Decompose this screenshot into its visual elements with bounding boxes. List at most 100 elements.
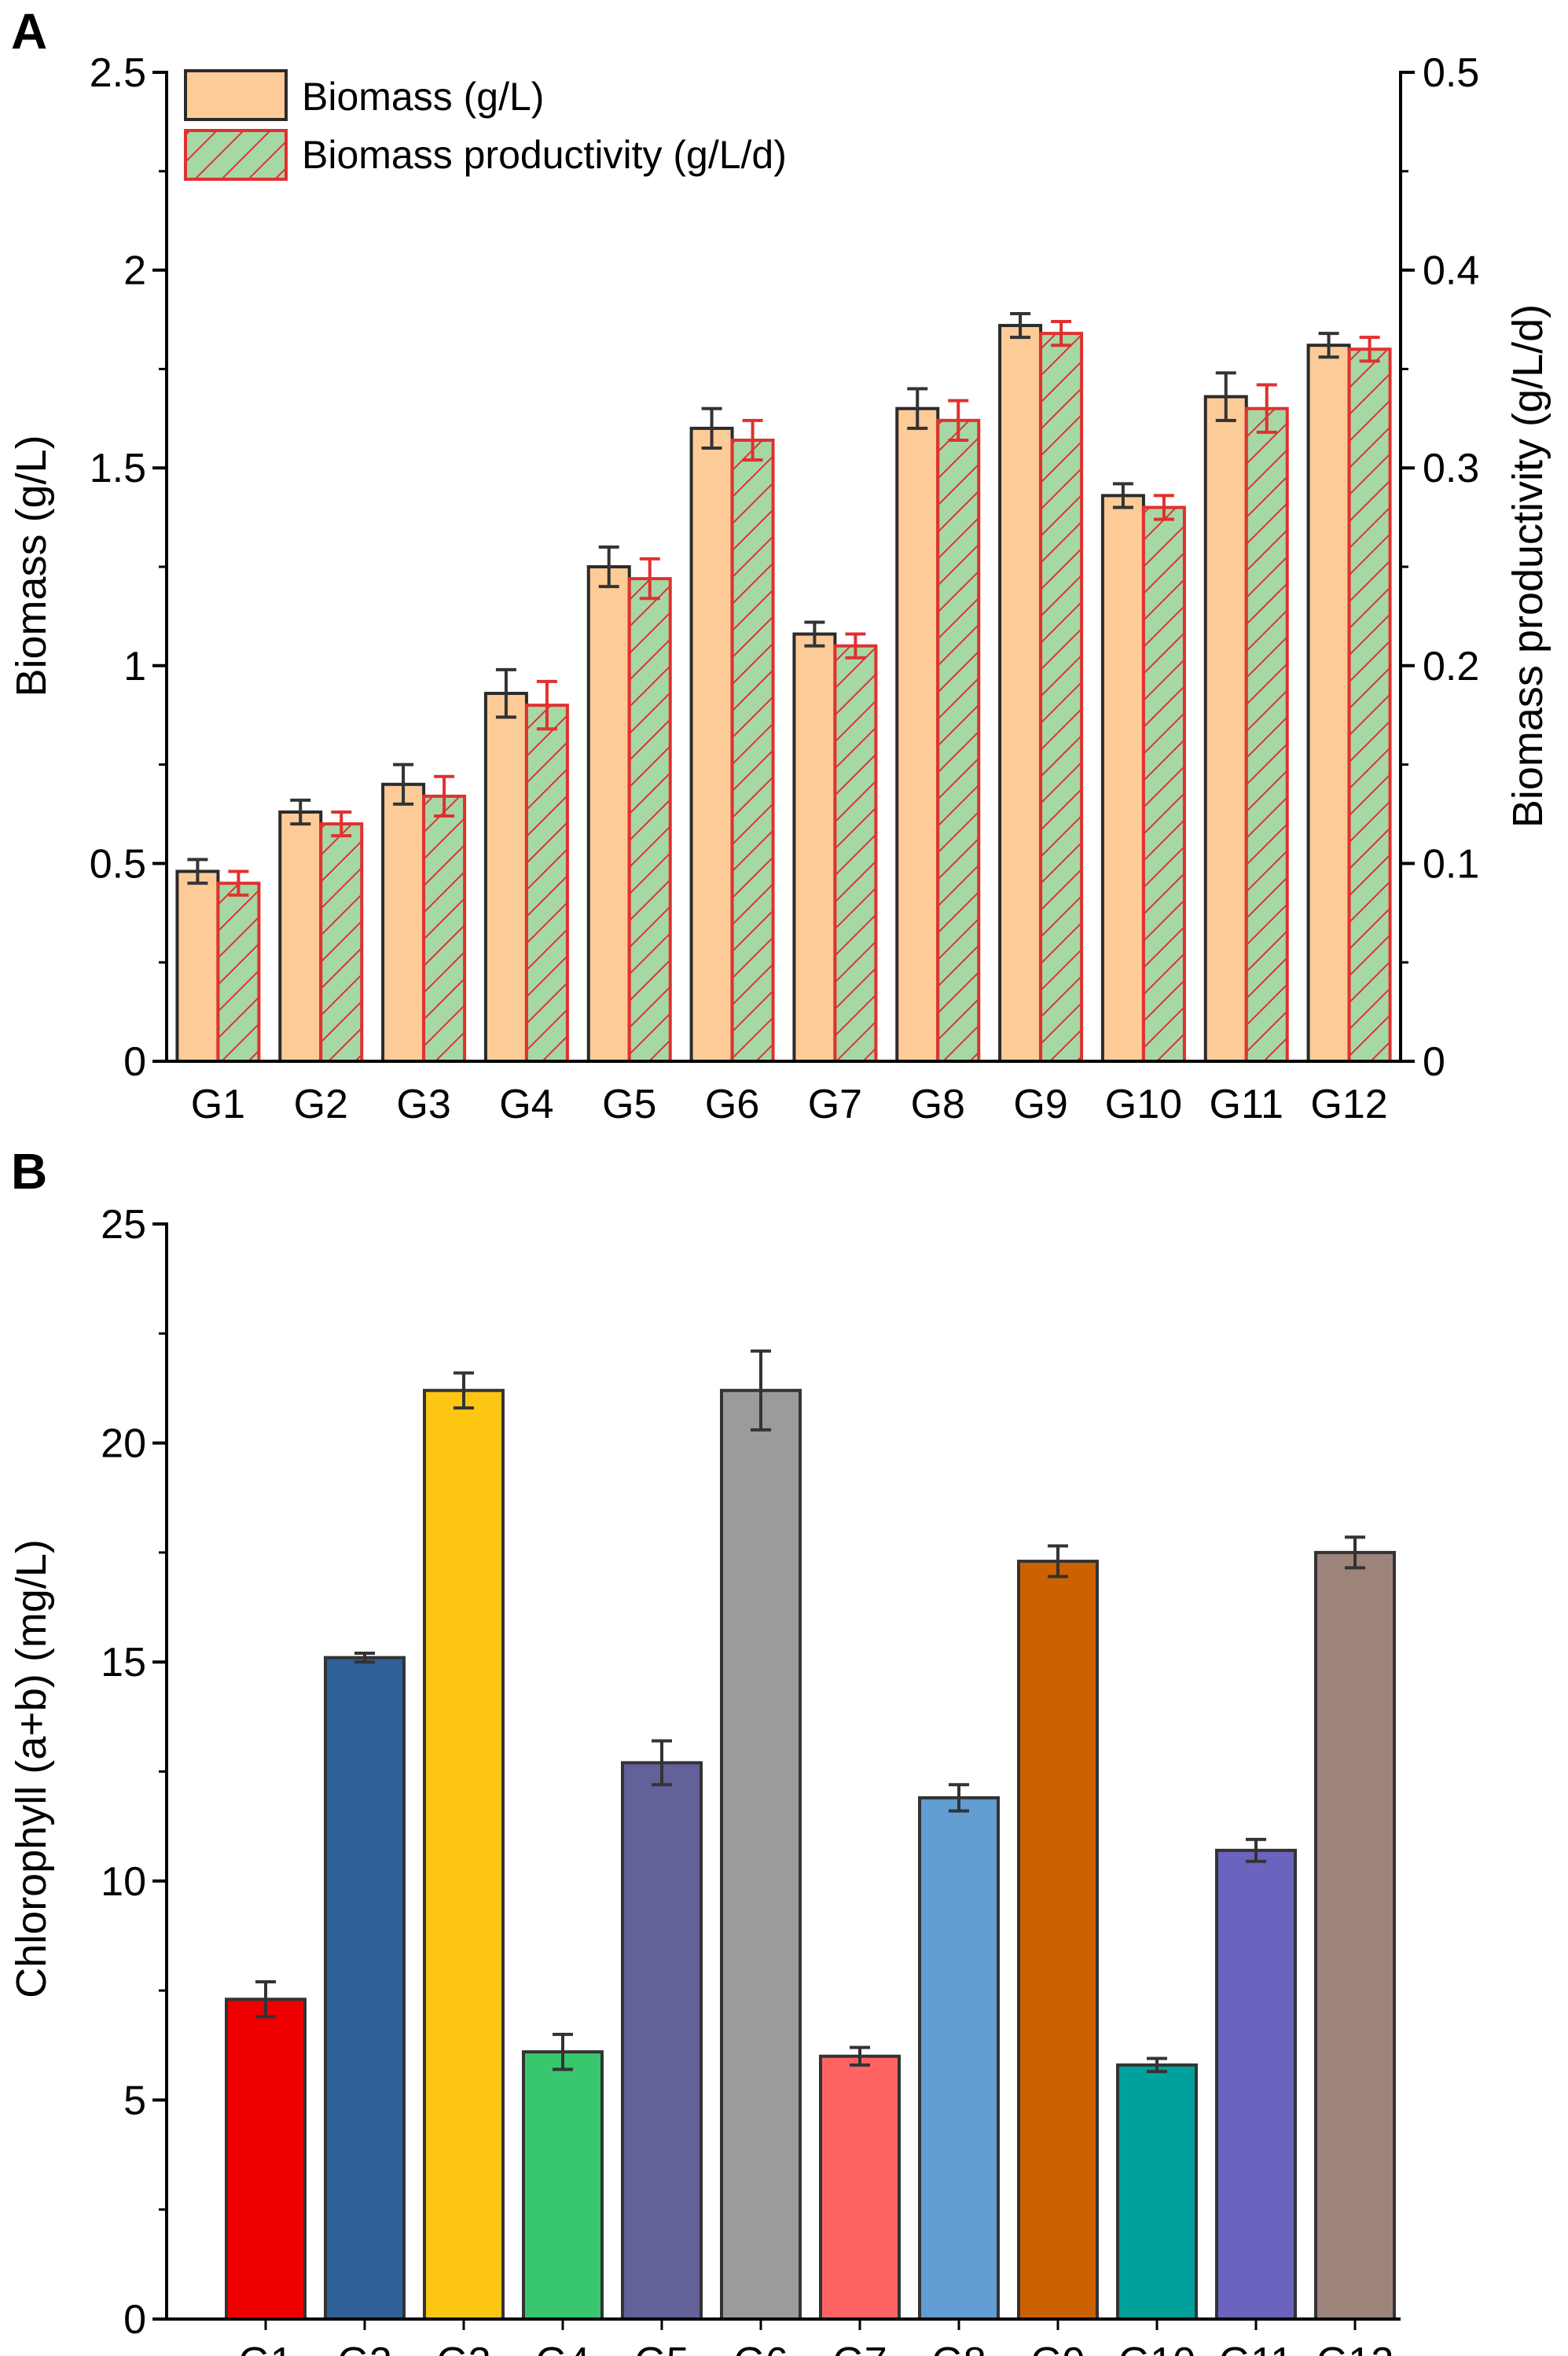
panel-b-x-tick-label: G12 <box>1316 2339 1394 2356</box>
panel-b-y-tick-label: 20 <box>101 1421 146 1467</box>
chlorophyll-error-g9 <box>1048 1544 1068 1579</box>
legend-swatch-biomass <box>184 69 288 121</box>
chlorophyll-bar-g10 <box>1116 2063 1198 2321</box>
chlorophyll-error-g8 <box>949 1783 969 1813</box>
biomass-error-g9 <box>1010 311 1031 340</box>
panel-a-y-tick-label: 0 <box>123 1039 146 1085</box>
panel-a-y-axis-title: Biomass (g/L) <box>8 435 55 697</box>
biomass-error-g10 <box>1112 482 1133 509</box>
panel-b-ticks: G1 G2 G3 G4 G5 G6 G7 G8 G9 G10 G11 G12 0 5 10 15 20 25 <box>101 1202 1394 2356</box>
panel-b-y-tick-label: 15 <box>101 1640 146 1685</box>
productivity-bar-g9 <box>1039 332 1084 1063</box>
panel-a-y2-tick-label: 0.4 <box>1423 248 1479 294</box>
panel-b-y-tick-label: 0 <box>123 2297 146 2343</box>
biomass-error-g8 <box>907 387 928 430</box>
legend-swatch-productivity <box>184 129 288 181</box>
panel-b-bars <box>225 1349 1396 2321</box>
panel-a-y2-tick-label: 0.5 <box>1423 50 1479 96</box>
biomass-error-g3 <box>393 763 414 806</box>
panel-a-y2-tick-label: 0.3 <box>1423 446 1479 491</box>
productivity-error-g2 <box>331 810 352 838</box>
chlorophyll-bar-g6 <box>720 1388 802 2321</box>
panel-a-x-tick-label: G6 <box>705 1082 759 1127</box>
productivity-error-g8 <box>948 399 969 442</box>
productivity-bar-g2 <box>319 822 364 1063</box>
productivity-error-g1 <box>228 869 249 897</box>
chlorophyll-bar-g9 <box>1017 1560 1099 2321</box>
chlorophyll-bar-g3 <box>423 1388 505 2321</box>
panel-a: A G1 G2 G3 G4 G5 G6 G7 G8 G9 G10 G11 G12 0 0.5 1 1.5 2 2.… <box>8 3 1551 1127</box>
panel-b-y-tick-label: 5 <box>123 2078 146 2123</box>
biomass-bar-g8 <box>895 406 940 1063</box>
panel-a-y2-tick-label: 0 <box>1423 1039 1445 1085</box>
chlorophyll-bar-g4 <box>522 2050 604 2321</box>
panel-a-x-tick-label: G7 <box>808 1082 862 1127</box>
biomass-bar-g11 <box>1203 395 1248 1063</box>
productivity-error-g6 <box>742 418 763 462</box>
productivity-error-g10 <box>1153 494 1174 521</box>
chlorophyll-error-g3 <box>454 1371 474 1410</box>
chlorophyll-error-g5 <box>652 1739 672 1787</box>
productivity-bar-g8 <box>936 418 981 1063</box>
productivity-error-g11 <box>1256 383 1277 434</box>
panel-a-y-tick-label: 2 <box>123 248 146 294</box>
biomass-error-g11 <box>1215 371 1236 422</box>
chlorophyll-error-g7 <box>850 2045 870 2067</box>
biomass-bar-g6 <box>689 426 734 1063</box>
productivity-error-g7 <box>845 632 866 660</box>
biomass-bar-g9 <box>998 324 1043 1064</box>
chlorophyll-error-g11 <box>1246 1837 1266 1863</box>
chlorophyll-bar-g12 <box>1314 1550 1396 2321</box>
productivity-error-g3 <box>434 774 455 818</box>
productivity-bar-g7 <box>833 644 878 1063</box>
panel-a-x-tick-label: G9 <box>1013 1082 1067 1127</box>
biomass-error-g1 <box>187 858 208 885</box>
panel-b-x-tick-label: G10 <box>1118 2339 1195 2356</box>
chlorophyll-error-g1 <box>255 1979 276 2019</box>
panel-a-x-tick-label: G5 <box>602 1082 656 1127</box>
productivity-bar-g6 <box>730 438 775 1063</box>
biomass-bar-g5 <box>586 565 631 1063</box>
panel-letter-a: A <box>11 3 47 60</box>
panel-letter-b: B <box>11 1143 47 1200</box>
chlorophyll-bar-g7 <box>819 2054 901 2321</box>
panel-a-x-tick-label: G2 <box>294 1082 348 1127</box>
biomass-bar-g10 <box>1100 494 1145 1063</box>
productivity-bar-g5 <box>627 577 672 1063</box>
productivity-bar-g11 <box>1244 406 1289 1063</box>
panel-a-x-tick-label: G12 <box>1310 1082 1387 1127</box>
productivity-error-g9 <box>1051 320 1072 347</box>
panel-b-x-tick-label: G4 <box>535 2339 589 2356</box>
productivity-error-g5 <box>639 557 660 601</box>
panel-a-y2-tick-label: 0.2 <box>1423 644 1479 689</box>
chlorophyll-error-g12 <box>1345 1535 1365 1570</box>
biomass-error-g7 <box>804 620 825 648</box>
biomass-bar-g3 <box>381 782 426 1063</box>
biomass-bar-g7 <box>792 632 837 1063</box>
panel-a-x-tick-label: G4 <box>499 1082 553 1127</box>
productivity-error-g4 <box>536 679 557 731</box>
panel-a-x-tick-label: G1 <box>191 1082 245 1127</box>
panel-a-x-tick-label: G10 <box>1105 1082 1182 1127</box>
panel-b-x-tick-label: G6 <box>733 2339 788 2356</box>
panel-a-x-tick-label: G11 <box>1210 1082 1283 1127</box>
panel-b-y-axis-title: Chlorophyll (a+b) (mg/L) <box>8 1539 55 1998</box>
biomass-bar-g2 <box>278 810 323 1063</box>
chlorophyll-error-g4 <box>553 2032 573 2071</box>
panel-b: B G1G2G3G4G5G6G7G8G9G10G11G120510152025 … <box>8 1143 1401 2356</box>
biomass-bar-g12 <box>1306 344 1351 1063</box>
panel-b-x-tick-label: G9 <box>1030 2339 1085 2356</box>
panel-b-y-tick-label: 25 <box>101 1202 146 1248</box>
biomass-bar-g1 <box>175 869 220 1063</box>
panel-a-y-tick-label: 1 <box>123 644 146 689</box>
biomass-error-g12 <box>1318 332 1339 359</box>
panel-a-y2-axis-title: Biomass productivity (g/L/d) <box>1504 304 1551 828</box>
panel-b-x-tick-label: G2 <box>337 2339 391 2356</box>
chlorophyll-bar-g1 <box>225 1998 307 2321</box>
biomass-error-g4 <box>495 667 516 719</box>
biomass-error-g6 <box>701 406 722 450</box>
panel-b-x-tick-label: G11 <box>1219 2339 1293 2356</box>
chlorophyll-error-g10 <box>1147 2056 1167 2074</box>
panel-a-y2-tick-label: 0.1 <box>1423 841 1479 887</box>
